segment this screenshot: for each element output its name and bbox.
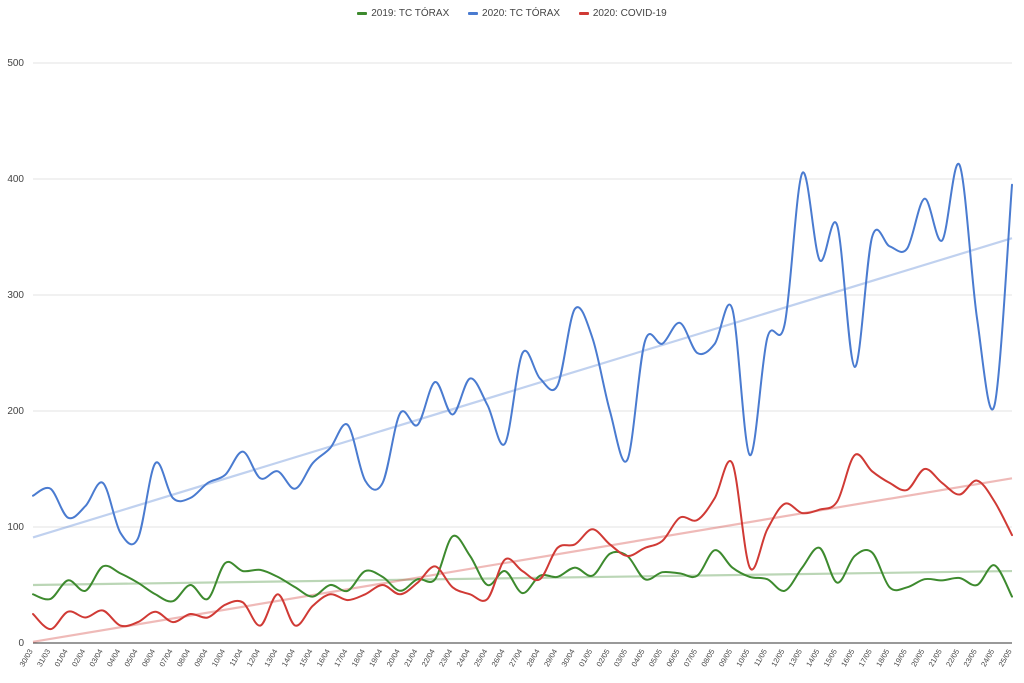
legend-swatch-red <box>578 11 589 15</box>
x-tick-label: 07/05 <box>682 648 699 669</box>
x-tick-label: 17/05 <box>857 648 874 669</box>
y-tick-label: 400 <box>7 174 24 185</box>
x-tick-label: 11/04 <box>228 648 245 668</box>
x-tick-label: 16/04 <box>315 648 332 669</box>
x-tick-label: 22/04 <box>420 648 437 669</box>
x-axis-tick-labels: 30/03 31/03 01/04 02/04 03/04 04/04 05/04 06/04… <box>18 648 1014 669</box>
legend-item-2020-tc-torax[interactable]: 2020: TC TÓRAX <box>468 8 560 19</box>
y-tick-label: 300 <box>7 290 24 301</box>
x-tick-label: 24/04 <box>455 648 472 669</box>
x-tick-label: 11/05 <box>752 648 769 668</box>
legend: 2019: TC TÓRAX 2020: TC TÓRAX 2020: COVI… <box>0 8 1024 19</box>
x-tick-label: 02/05 <box>594 648 611 669</box>
x-tick-label: 28/04 <box>525 648 542 669</box>
legend-swatch-green <box>357 11 368 15</box>
x-tick-label: 01/04 <box>53 648 70 669</box>
x-tick-label: 04/05 <box>629 648 646 669</box>
x-tick-label: 18/05 <box>874 648 891 669</box>
x-tick-label: 13/04 <box>262 648 279 669</box>
x-tick-label: 01/05 <box>577 648 594 669</box>
series-lines <box>32 162 1013 631</box>
x-tick-label: 10/05 <box>734 648 751 669</box>
x-tick-label: 10/04 <box>210 648 227 669</box>
x-tick-label: 18/04 <box>350 648 367 669</box>
x-tick-label: 03/04 <box>87 648 104 669</box>
x-tick-label: 14/04 <box>280 648 297 669</box>
trendline <box>32 477 1013 643</box>
x-tick-label: 30/04 <box>559 648 576 669</box>
x-tick-label: 15/04 <box>297 648 314 669</box>
legend-item-2019-tc-torax[interactable]: 2019: TC TÓRAX <box>357 8 449 19</box>
x-tick-label: 27/04 <box>507 648 524 669</box>
x-tick-label: 05/04 <box>122 648 139 669</box>
x-tick-label: 02/04 <box>70 648 87 669</box>
legend-item-2020-covid-19[interactable]: 2020: COVID-19 <box>578 8 667 19</box>
grid-lines <box>33 62 1012 644</box>
series-line <box>32 453 1013 631</box>
x-tick-label: 14/05 <box>804 648 821 669</box>
x-tick-label: 21/05 <box>927 648 944 669</box>
x-tick-label: 07/04 <box>157 648 174 669</box>
y-tick-label: 200 <box>7 406 24 417</box>
series-line <box>32 162 1013 546</box>
x-tick-label: 30/03 <box>18 648 35 669</box>
y-tick-label: 0 <box>18 638 24 649</box>
legend-label: 2020: TC TÓRAX <box>482 8 561 19</box>
x-tick-label: 06/04 <box>140 648 157 669</box>
x-tick-label: 08/05 <box>699 648 716 669</box>
x-tick-label: 22/05 <box>944 648 961 669</box>
x-tick-label: 26/04 <box>490 648 507 669</box>
x-tick-label: 16/05 <box>839 648 856 669</box>
x-tick-label: 17/04 <box>332 648 349 669</box>
x-tick-label: 06/05 <box>664 648 681 669</box>
x-tick-label: 19/04 <box>367 648 384 669</box>
x-tick-label: 09/05 <box>717 648 734 669</box>
x-tick-label: 24/05 <box>979 648 996 669</box>
x-tick-label: 23/04 <box>437 648 454 669</box>
x-tick-label: 25/05 <box>997 648 1014 669</box>
x-tick-label: 04/04 <box>105 648 122 669</box>
legend-label: 2020: COVID-19 <box>592 8 667 19</box>
x-tick-label: 12/05 <box>769 648 786 669</box>
x-tick-label: 09/04 <box>192 648 209 669</box>
series-line <box>32 534 1013 603</box>
x-tick-label: 21/04 <box>402 648 419 669</box>
x-tick-label: 12/04 <box>245 648 262 669</box>
x-tick-label: 20/04 <box>385 648 402 669</box>
y-axis: 0 100 200 300 400 500 <box>7 58 24 649</box>
legend-swatch-blue <box>468 11 479 15</box>
y-tick-label: 500 <box>7 58 24 69</box>
legend-label: 2019: TC TÓRAX <box>371 8 450 19</box>
trendline <box>32 569 1013 587</box>
x-tick-label: 25/04 <box>472 648 489 669</box>
x-tick-label: 08/04 <box>175 648 192 669</box>
x-tick-label: 31/03 <box>35 648 52 669</box>
y-tick-label: 100 <box>7 522 24 533</box>
x-tick-label: 19/05 <box>892 648 909 669</box>
x-tick-label: 05/05 <box>647 648 664 669</box>
x-tick-label: 15/05 <box>822 648 839 669</box>
x-tick-label: 20/05 <box>909 648 926 669</box>
x-tick-label: 13/05 <box>787 648 804 669</box>
x-tick-label: 29/04 <box>542 648 559 669</box>
x-tick-label: 03/05 <box>612 648 629 669</box>
x-tick-label: 23/05 <box>962 648 979 669</box>
trendline <box>32 237 1013 539</box>
